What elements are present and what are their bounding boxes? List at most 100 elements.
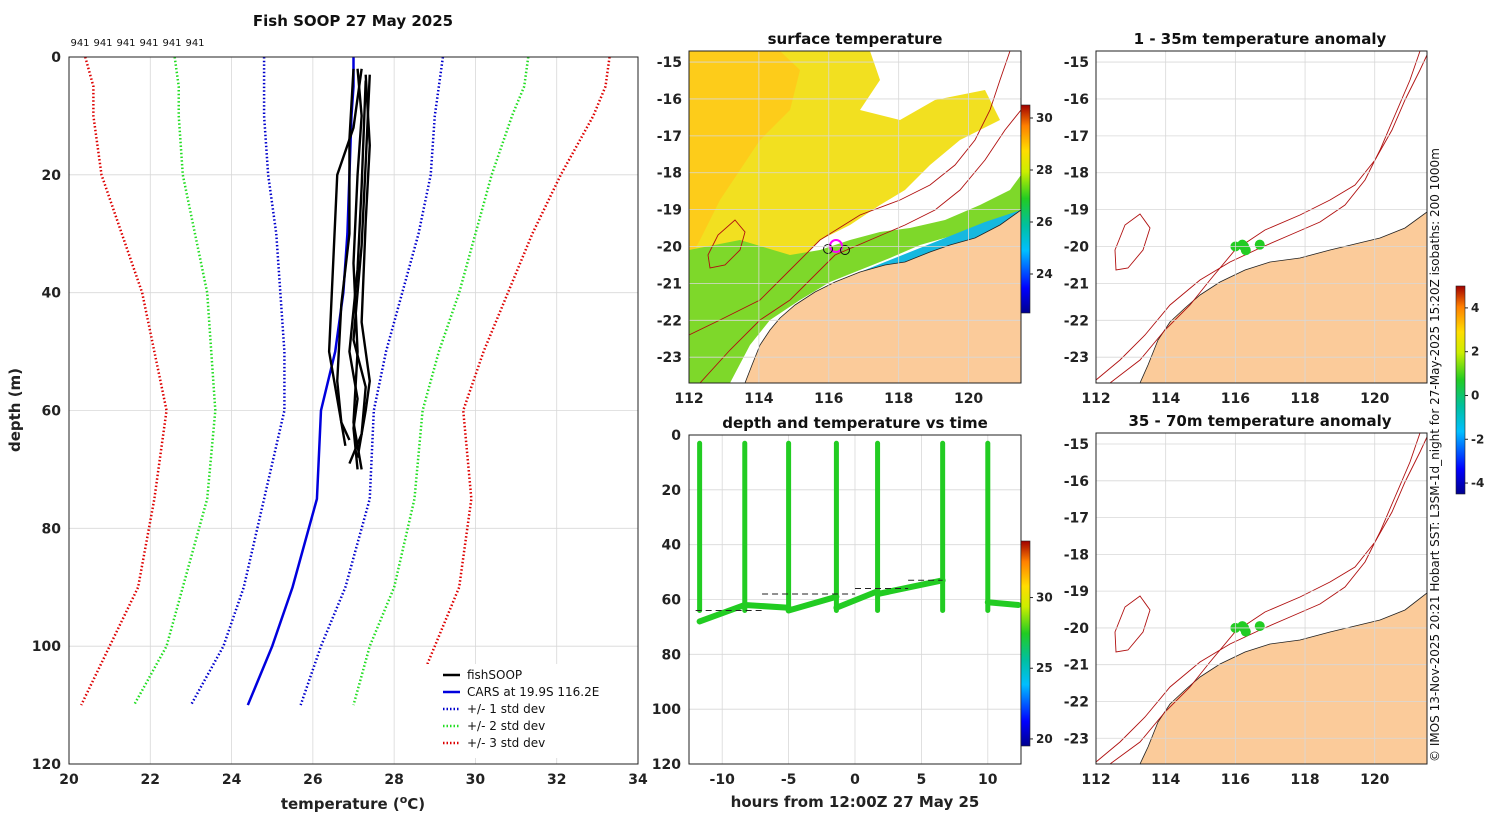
legend-std3: +/- 3 std dev [467,736,545,750]
anomaly-deep-axes-frame [1095,432,1428,765]
series-line [409,57,611,706]
anomaly-deep-island-contour [1114,595,1151,653]
y-tick-label: 60 [662,593,682,609]
colorbar-tick-label: -2 [1471,432,1484,446]
anomaly-point [1254,239,1265,250]
colorbar-tick-label: 26 [1036,215,1053,229]
x-tick-label: 5 [917,772,927,788]
x-tick-label: 114 [1151,391,1180,407]
y-tick-label: -19 [1064,584,1089,600]
x-tick-label: 20 [59,772,79,788]
anomaly-shallow-isobath-1000 [1096,51,1421,381]
colorbar-tick-label: 28 [1036,163,1053,177]
sst-green-band [689,175,1021,383]
y-tick-label: -19 [657,203,682,219]
y-tick-label: -23 [1064,731,1089,747]
y-tick-label: 60 [42,404,62,420]
series-line [132,57,217,706]
x-tick-label: 28 [384,772,403,788]
x-tick-label: 112 [674,391,703,407]
colorbar-tick-label: 24 [1036,267,1053,281]
fishsoop-profile [348,80,367,470]
y-tick-label: -22 [1064,313,1089,329]
colorbar-tick-label: 4 [1471,301,1479,315]
x-tick-label: 34 [628,772,648,788]
anomaly-shallow-island-contour [1114,213,1151,271]
profile-ylabel: depth (m) [6,368,24,452]
bottom-segment [785,593,840,614]
top-label: 941 [70,38,89,49]
bottom-segment [833,588,881,611]
y-tick-label: -17 [1064,511,1089,527]
x-tick-label: 118 [884,391,913,407]
credit-text: © IMOS 13-Nov-2025 20:21 Hobart SST: L3S… [1428,148,1442,762]
x-tick-label: 112 [1081,772,1110,788]
bottom-segment [984,599,1021,608]
y-tick-label: -20 [1064,621,1090,637]
x-tick-label: 114 [1151,772,1180,788]
colorbar-tick-label: 20 [1036,732,1053,746]
anomaly-point [1254,621,1265,632]
x-tick-label: 0 [850,772,860,788]
sst-warm-field [689,51,1000,383]
legend-cars: CARS at 19.9S 116.2E [467,685,599,699]
y-tick-label: -21 [657,276,682,292]
series-line [189,57,286,706]
y-tick-label: -21 [1064,276,1089,292]
x-tick-label: 120 [1360,391,1389,407]
colorbar-tick-label: 30 [1036,111,1053,125]
x-tick-label: 116 [1221,391,1250,407]
y-tick-label: -20 [657,240,683,256]
sst-map-panel: surface temperature 112 114 116 118 120 -15 -1… [657,30,1053,407]
legend-std1: +/- 1 std dev [467,702,545,716]
y-tick-label: 40 [42,286,62,302]
y-tick-label: -20 [1064,240,1090,256]
x-tick-label: 24 [222,772,242,788]
y-tick-label: -19 [1064,203,1089,219]
x-tick-label: 112 [1081,391,1110,407]
colorbar-tick-label: 2 [1471,345,1479,359]
x-tick-label: 10 [978,772,998,788]
legend-fishsoop: fishSOOP [467,668,522,682]
y-tick-label: -18 [1064,547,1089,563]
legend-std2: +/- 2 std dev [467,719,545,733]
y-tick-label: -15 [1064,55,1089,71]
anomaly-shallow-land [1139,211,1427,383]
y-tick-label: 0 [671,428,681,444]
profile-xlabel: temperature (oC) [281,793,425,813]
x-tick-label: 118 [1290,391,1319,407]
x-tick-label: 120 [954,391,983,407]
sst-island-contour [707,219,746,269]
fishsoop-profile [336,68,355,441]
y-tick-label: -17 [1064,129,1089,145]
colorbar-tick-label: 30 [1036,591,1053,605]
anomaly-shallow-panel: 1 - 35m temperature anomaly 112 114 116 118… [1064,30,1428,407]
x-tick-label: -10 [710,772,736,788]
fishsoop-profile [348,74,371,464]
bottom-segment [741,601,792,611]
depth-time-xlabel: hours from 12:00Z 27 May 25 [731,793,980,811]
y-tick-label: 20 [42,168,62,184]
y-tick-label: 20 [662,483,682,499]
y-tick-label: -15 [657,55,682,71]
depth-time-colorbar [1020,540,1031,747]
y-tick-label: -15 [1064,437,1089,453]
anomaly-shallow-title: 1 - 35m temperature anomaly [1134,30,1387,48]
top-labels: 941 941 941 941 941 941 [70,38,204,49]
bottom-segment [696,601,748,625]
y-tick-label: 80 [662,647,682,663]
y-tick-label: -23 [657,350,682,366]
x-tick-label: 114 [744,391,773,407]
y-tick-label: 80 [42,521,62,537]
x-tick-label: 26 [303,772,322,788]
anomaly-deep-isobath-200 [1109,436,1427,764]
x-tick-label: 120 [1360,772,1389,788]
bottom-segment [874,577,946,598]
series-line [352,57,530,706]
depth-time-panel: depth and temperature vs time -10 -5 0 5 100… [652,414,1053,811]
x-tick-label: 116 [814,391,843,407]
y-tick-label: 100 [32,639,61,655]
profile-axes-frame [68,56,639,765]
sst-colorbar [1020,104,1031,314]
